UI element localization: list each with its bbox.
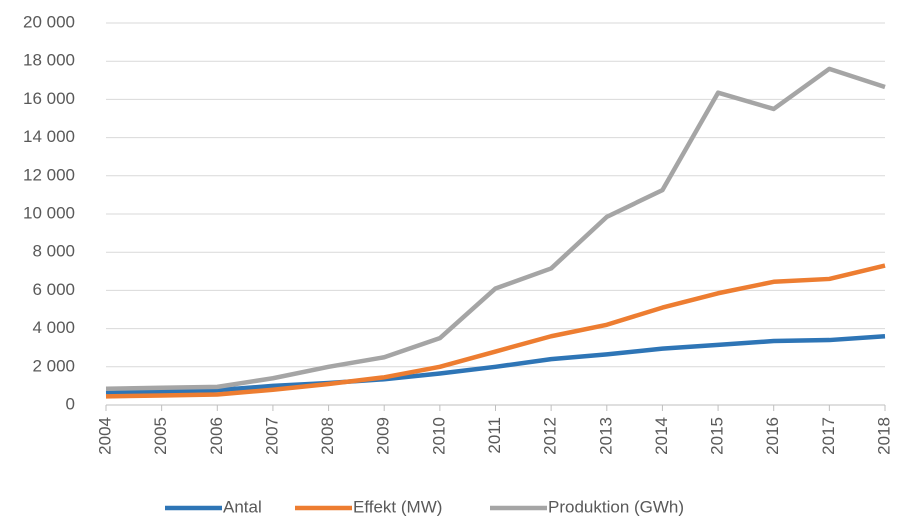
series-line [105, 263, 886, 399]
x-tick-label: 2017 [819, 417, 838, 455]
x-tick-label: 2014 [652, 417, 671, 455]
x-tick-label: 2011 [485, 417, 504, 454]
y-tick-label: 0 [66, 394, 75, 413]
y-tick-label: 20 000 [23, 12, 75, 31]
series-line [105, 66, 886, 392]
x-tick-label: 2015 [708, 417, 727, 455]
y-tick-label: 10 000 [23, 203, 75, 222]
x-tick-label: 2008 [318, 417, 337, 455]
x-tick-label: 2016 [763, 417, 782, 455]
y-tick-label: 12 000 [23, 165, 75, 184]
x-tick-label: 2018 [874, 417, 893, 455]
x-tick-label: 2006 [207, 417, 226, 455]
legend-label: Effekt (MW) [353, 497, 442, 516]
x-tick-label: 2004 [95, 417, 114, 455]
y-tick-label: 4 000 [32, 318, 75, 337]
x-tick-label: 2010 [429, 417, 448, 455]
x-tick-label: 2009 [374, 417, 393, 455]
y-tick-label: 16 000 [23, 89, 75, 108]
x-tick-label: 2012 [541, 417, 560, 455]
x-tick-label: 2007 [262, 417, 281, 455]
x-tick-label: 2005 [151, 417, 170, 455]
legend-label: Antal [223, 497, 262, 516]
x-tick-label: 2013 [596, 417, 615, 455]
legend-label: Produktion (GWh) [548, 497, 684, 516]
y-tick-label: 6 000 [32, 280, 75, 299]
series-line [105, 333, 886, 396]
y-tick-label: 8 000 [32, 242, 75, 261]
y-tick-label: 18 000 [23, 51, 75, 70]
y-tick-label: 14 000 [23, 127, 75, 146]
y-tick-label: 2 000 [32, 356, 75, 375]
